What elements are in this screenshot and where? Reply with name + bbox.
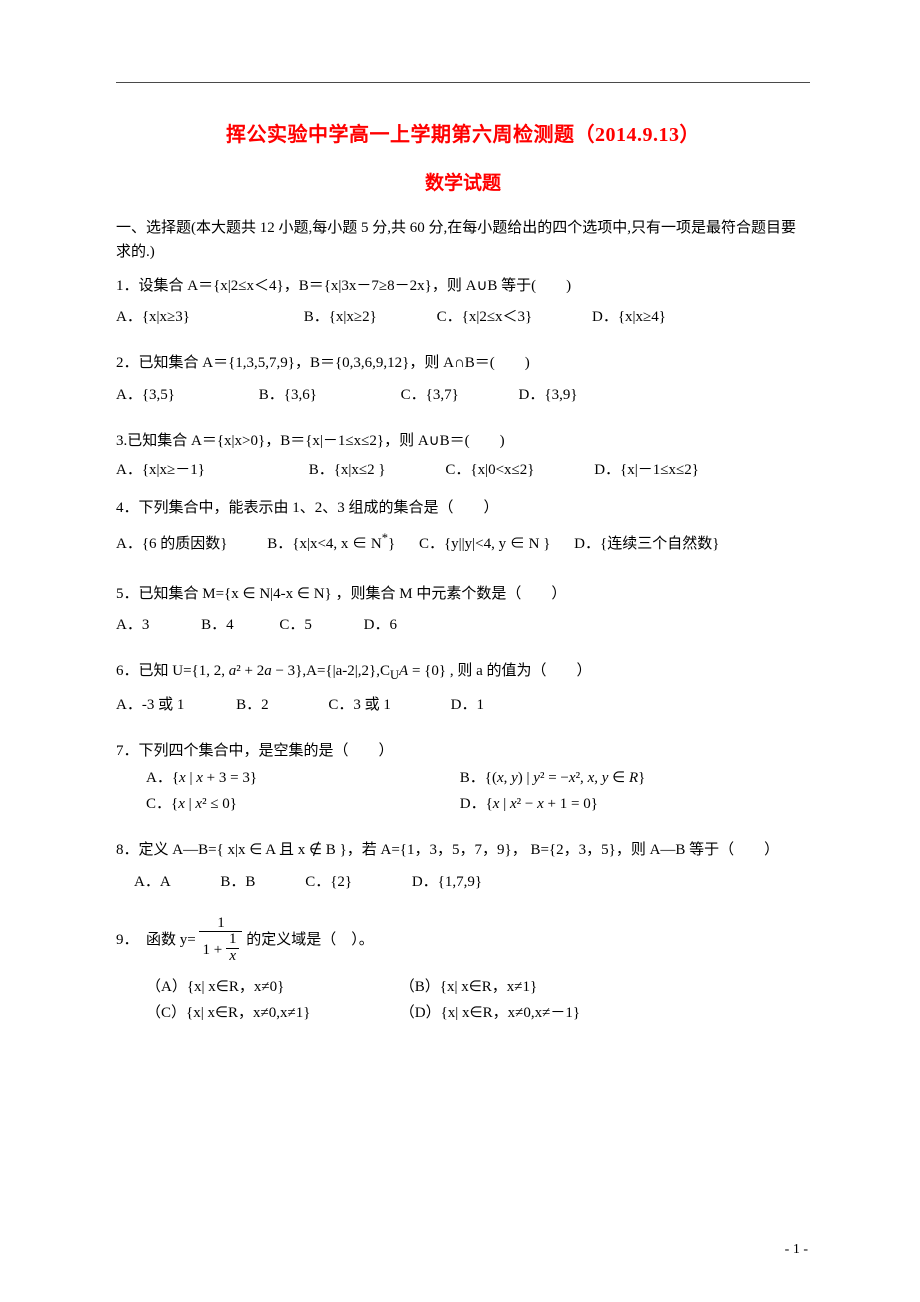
q5-stem: 5．已知集合 M={x ∈ N|4-x ∈ N} ，则集合 M 中元素个数是（ … — [116, 582, 810, 608]
question-3: 3.已知集合 A＝{x|x>0}，B＝{x|－1≤x≤2}，则 A∪B＝( ) … — [116, 429, 810, 483]
q5-opt-b: B．4 — [201, 613, 234, 637]
q1-stem: 1．设集合 A＝{x|2≤x＜4}，B＝{x|3x－7≥8－2x}，则 A∪B … — [116, 274, 810, 300]
section-intro: 一、选择题(本大题共 12 小题,每小题 5 分,共 60 分,在每小题给出的四… — [116, 217, 810, 264]
q8-stem: 8．定义 A—B={ x|x ∈ A 且 x ∉ B }，若 A={1，3，5，… — [116, 838, 810, 864]
q7-stem: 7．下列四个集合中，是空集的是（ ） — [116, 739, 810, 765]
q2-opt-b: B．{3,6} — [259, 383, 317, 407]
q1-options: A．{x|x≥3} B．{x|x≥2} C．{x|2≤x＜3} D．{x|x≥4… — [116, 305, 810, 329]
q4-stem: 4．下列集合中，能表示由 1、2、3 组成的集合是（ ） — [116, 496, 810, 522]
q4-opt-d: D．{连续三个自然数} — [574, 532, 719, 556]
q9-stem: 9． 函数 y= 1 1 + 1 x 的定义域是（ ）。 — [116, 916, 810, 965]
q5-options: A．3 B．4 C．5 D．6 — [116, 613, 810, 637]
top-divider — [116, 82, 810, 83]
q1-opt-b: B．{x|x≥2} — [304, 305, 377, 329]
q9-opt-b: （B）{x| x∈R，x≠1} — [400, 975, 710, 999]
q3-opt-a: A．{x|x≥－1} — [116, 458, 205, 482]
q7-options: A．{x | x + 3 = 3} B．{(x, y) | y² = −x², … — [116, 766, 810, 816]
question-4: 4．下列集合中，能表示由 1、2、3 组成的集合是（ ） A．{6 的质因数} … — [116, 496, 810, 556]
question-2: 2．已知集合 A＝{1,3,5,7,9}，B＝{0,3,6,9,12}，则 A∩… — [116, 351, 810, 407]
q6-opt-b: B．2 — [236, 693, 269, 717]
q8-opt-c: C．{2} — [305, 870, 352, 894]
q5-opt-a: A．3 — [116, 613, 149, 637]
page-number: - 1 - — [785, 1242, 808, 1258]
q7-opt-a: A．{x | x + 3 = 3} — [146, 766, 456, 790]
q3-opt-c: C．{x|0<x≤2} — [445, 458, 534, 482]
q1-opt-d: D．{x|x≥4} — [592, 305, 666, 329]
exam-title: 挥公实验中学高一上学期第六周检测题（2014.9.13） — [116, 119, 810, 151]
q8-options: A．A B．B C．{2} D．{1,7,9} — [116, 870, 810, 894]
question-6: 6．已知 U={1, 2, a² + 2a − 3},A={|a-2|,2},C… — [116, 659, 810, 716]
q4-opt-a: A．{6 的质因数} — [116, 532, 227, 556]
question-8: 8．定义 A—B={ x|x ∈ A 且 x ∉ B }，若 A={1，3，5，… — [116, 838, 810, 894]
q9-opt-c: （C）{x| x∈R，x≠0,x≠1} — [146, 1001, 396, 1025]
q2-opt-a: A．{3,5} — [116, 383, 175, 407]
q3-opt-d: D．{x|－1≤x≤2} — [594, 458, 699, 482]
q7-opt-d: D．{x | x² − x + 1 = 0} — [460, 792, 770, 816]
q2-options: A．{3,5} B．{3,6} C．{3,7} D．{3,9} — [116, 383, 810, 407]
q9-opt-a: （A）{x| x∈R，x≠0} — [146, 975, 396, 999]
q3-options: A．{x|x≥－1} B．{x|x≤2 } C．{x|0<x≤2} D．{x|－… — [116, 458, 810, 482]
q9-opt-d: （D）{x| x∈R，x≠0,x≠－1} — [400, 1001, 710, 1025]
question-5: 5．已知集合 M={x ∈ N|4-x ∈ N} ，则集合 M 中元素个数是（ … — [116, 582, 810, 638]
q6-opt-c: C．3 或 1 — [328, 693, 391, 717]
q6-opt-d: D．1 — [451, 693, 484, 717]
q2-opt-c: C．{3,7} — [401, 383, 459, 407]
q2-stem: 2．已知集合 A＝{1,3,5,7,9}，B＝{0,3,6,9,12}，则 A∩… — [116, 351, 810, 377]
question-7: 7．下列四个集合中，是空集的是（ ） A．{x | x + 3 = 3} B．{… — [116, 739, 810, 817]
q4-opt-c: C．{y||y|<4, y ∈ N } — [419, 532, 550, 556]
q9-options: （A）{x| x∈R，x≠0} （B）{x| x∈R，x≠1} （C）{x| x… — [116, 975, 810, 1025]
page-content: 挥公实验中学高一上学期第六周检测题（2014.9.13） 数学试题 一、选择题(… — [0, 0, 920, 1087]
q3-opt-b: B．{x|x≤2 } — [309, 458, 386, 482]
q2-opt-d: D．{3,9} — [519, 383, 578, 407]
q6-options: A．-3 或 1 B．2 C．3 或 1 D．1 — [116, 693, 810, 717]
q1-opt-a: A．{x|x≥3} — [116, 305, 190, 329]
q9-fraction: 1 1 + 1 x — [199, 916, 242, 965]
q5-opt-d: D．6 — [364, 613, 397, 637]
question-9: 9． 函数 y= 1 1 + 1 x 的定义域是（ ）。 （A）{x| x∈R，… — [116, 916, 810, 1025]
q8-opt-d: D．{1,7,9} — [412, 870, 482, 894]
q3-stem: 3.已知集合 A＝{x|x>0}，B＝{x|－1≤x≤2}，则 A∪B＝( ) — [116, 429, 810, 455]
subject-title: 数学试题 — [116, 169, 810, 199]
q8-opt-a: A．A — [134, 870, 171, 894]
question-1: 1．设集合 A＝{x|2≤x＜4}，B＝{x|3x－7≥8－2x}，则 A∪B … — [116, 274, 810, 330]
q4-opt-b: B．{x|x<4, x ∈ N*} — [267, 528, 395, 556]
q6-stem: 6．已知 U={1, 2, a² + 2a − 3},A={|a-2|,2},C… — [116, 659, 810, 686]
q7-opt-b: B．{(x, y) | y² = −x², x, y ∈ R} — [460, 766, 770, 790]
q1-opt-c: C．{x|2≤x＜3} — [437, 305, 533, 329]
q4-options: A．{6 的质因数} B．{x|x<4, x ∈ N*} C．{y||y|<4,… — [116, 528, 810, 556]
q6-opt-a: A．-3 或 1 — [116, 693, 184, 717]
q8-opt-b: B．B — [220, 870, 255, 894]
q7-opt-c: C．{x | x² ≤ 0} — [146, 792, 456, 816]
q5-opt-c: C．5 — [279, 613, 312, 637]
